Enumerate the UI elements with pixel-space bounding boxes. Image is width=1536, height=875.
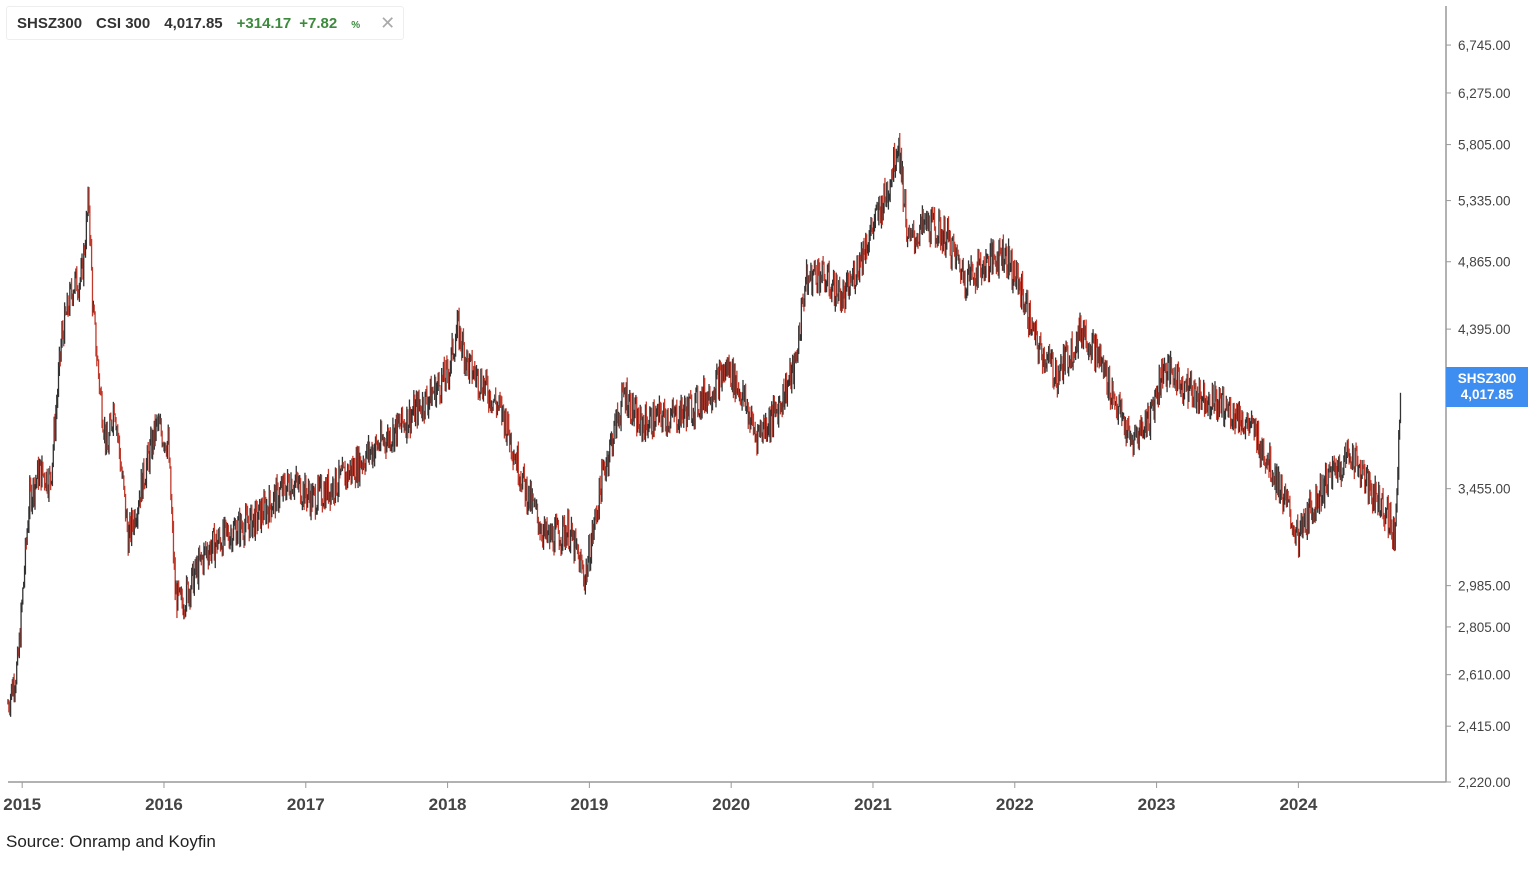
last-price-symbol: SHSZ300 bbox=[1457, 371, 1517, 386]
legend-change-pct-value: +7.82 bbox=[299, 14, 338, 32]
x-tick-label: 2024 bbox=[1279, 795, 1317, 814]
close-icon[interactable]: ✕ bbox=[380, 12, 396, 33]
x-axis-ticks: 2015 2016 2017 2018 2019 2020 2021 2022 2023 2024 bbox=[3, 782, 1318, 814]
x-tick-label: 2017 bbox=[287, 795, 325, 814]
y-axis-ticks: 6,745.00 6,275.00 5,805.00 5,335.00 4,865.00… bbox=[1446, 38, 1511, 790]
y-tick-label: 2,610.00 bbox=[1458, 668, 1511, 683]
x-tick-label: 2019 bbox=[570, 795, 608, 814]
y-tick-label: 4,865.00 bbox=[1458, 255, 1511, 270]
legend-change: +314.17 bbox=[236, 14, 292, 32]
x-tick-label: 2022 bbox=[996, 795, 1034, 814]
legend-change-pct: +7.82% bbox=[299, 15, 360, 32]
legend-name: CSI 300 bbox=[96, 14, 151, 32]
source-note: Source: Onramp and Koyfin bbox=[6, 832, 216, 851]
last-price-value: 4,017.85 bbox=[1460, 387, 1514, 402]
x-tick-label: 2023 bbox=[1138, 795, 1176, 814]
legend-value: 4,017.85 bbox=[164, 14, 223, 32]
y-tick-label: 5,335.00 bbox=[1458, 194, 1511, 209]
y-tick-label: 2,415.00 bbox=[1458, 719, 1511, 734]
legend-symbol: SHSZ300 bbox=[17, 14, 83, 32]
y-tick-label: 2,220.00 bbox=[1458, 775, 1511, 790]
candles-layer bbox=[7, 132, 1402, 717]
y-tick-label: 2,805.00 bbox=[1458, 620, 1511, 635]
y-tick-label: 2,985.00 bbox=[1458, 579, 1511, 594]
x-tick-label: 2016 bbox=[145, 795, 183, 814]
last-price-tag: SHSZ300 4,017.85 bbox=[1446, 367, 1528, 407]
y-tick-label: 6,275.00 bbox=[1458, 86, 1511, 101]
x-tick-label: 2015 bbox=[3, 795, 41, 814]
y-tick-label: 3,455.00 bbox=[1458, 482, 1511, 497]
x-tick-label: 2018 bbox=[429, 795, 467, 814]
x-tick-label: 2020 bbox=[712, 795, 750, 814]
legend-box: SHSZ300 CSI 300 4,017.85 +314.17 +7.82% … bbox=[6, 6, 404, 40]
y-tick-label: 6,745.00 bbox=[1458, 38, 1511, 53]
x-tick-label: 2021 bbox=[854, 795, 892, 814]
y-tick-label: 4,395.00 bbox=[1458, 322, 1511, 337]
legend-pct-unit: % bbox=[351, 19, 361, 31]
y-tick-label: 5,805.00 bbox=[1458, 138, 1511, 153]
